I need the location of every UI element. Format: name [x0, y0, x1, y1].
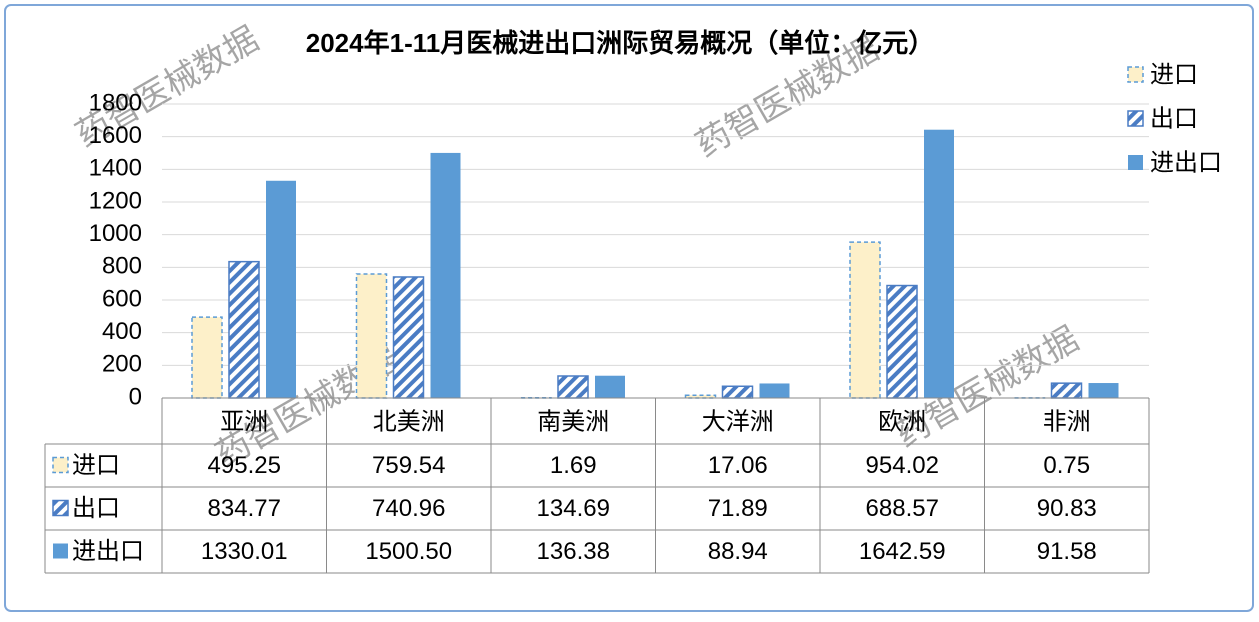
bar — [1089, 383, 1119, 398]
table-row-label: 进出口 — [72, 538, 144, 565]
bar — [229, 262, 259, 398]
x-tick-label: 欧洲 — [878, 408, 926, 435]
table-row-label: 出口 — [72, 495, 120, 522]
data-label: 740.96 — [372, 495, 445, 522]
data-label: 1.69 — [550, 452, 597, 479]
data-label: 136.38 — [537, 538, 610, 565]
data-label: 0.75 — [1043, 452, 1090, 479]
y-tick-label: 0 — [129, 383, 142, 410]
y-tick-label: 1600 — [89, 122, 142, 149]
x-tick-label: 亚洲 — [220, 408, 268, 435]
bar — [760, 383, 790, 398]
table-legend-key — [53, 458, 68, 473]
legend-key — [1128, 111, 1143, 126]
data-label: 688.57 — [866, 495, 939, 522]
bar — [431, 153, 461, 398]
y-tick-label: 600 — [102, 285, 142, 312]
legend-label: 进口 — [1150, 61, 1198, 88]
x-tick-label: 北美洲 — [373, 408, 445, 435]
bar — [887, 286, 917, 398]
y-tick-label: 800 — [102, 253, 142, 280]
x-tick-label: 非洲 — [1043, 408, 1091, 435]
bar — [595, 376, 625, 398]
table-legend-key — [53, 501, 68, 516]
table-row-label: 进口 — [72, 452, 120, 479]
data-label: 90.83 — [1037, 495, 1097, 522]
legend-key — [1128, 67, 1143, 82]
y-tick-label: 400 — [102, 318, 142, 345]
data-label: 834.77 — [208, 495, 281, 522]
bar — [394, 277, 424, 398]
bar — [192, 317, 222, 398]
data-label: 91.58 — [1037, 538, 1097, 565]
data-label: 17.06 — [708, 452, 768, 479]
bar — [924, 130, 954, 398]
table-legend-key — [53, 544, 68, 559]
data-label: 495.25 — [208, 452, 281, 479]
bar — [558, 376, 588, 398]
data-label: 1642.59 — [859, 538, 946, 565]
bar — [266, 181, 296, 398]
bar — [1052, 383, 1082, 398]
data-label: 88.94 — [708, 538, 768, 565]
bar — [850, 242, 880, 398]
data-label: 954.02 — [866, 452, 939, 479]
data-label: 134.69 — [537, 495, 610, 522]
y-tick-label: 1800 — [89, 89, 142, 116]
legend-label: 进出口 — [1150, 149, 1222, 176]
y-tick-label: 200 — [102, 351, 142, 378]
x-tick-label: 南美洲 — [537, 408, 609, 435]
bar — [723, 386, 753, 398]
x-tick-label: 大洋洲 — [702, 408, 774, 435]
y-tick-label: 1000 — [89, 220, 142, 247]
data-label: 1500.50 — [365, 538, 452, 565]
data-label: 759.54 — [372, 452, 445, 479]
legend-key — [1128, 155, 1143, 170]
data-label: 1330.01 — [201, 538, 288, 565]
bar — [357, 274, 387, 398]
legend-label: 出口 — [1150, 105, 1198, 132]
data-label: 71.89 — [708, 495, 768, 522]
y-tick-label: 1400 — [89, 155, 142, 182]
y-tick-label: 1200 — [89, 187, 142, 214]
